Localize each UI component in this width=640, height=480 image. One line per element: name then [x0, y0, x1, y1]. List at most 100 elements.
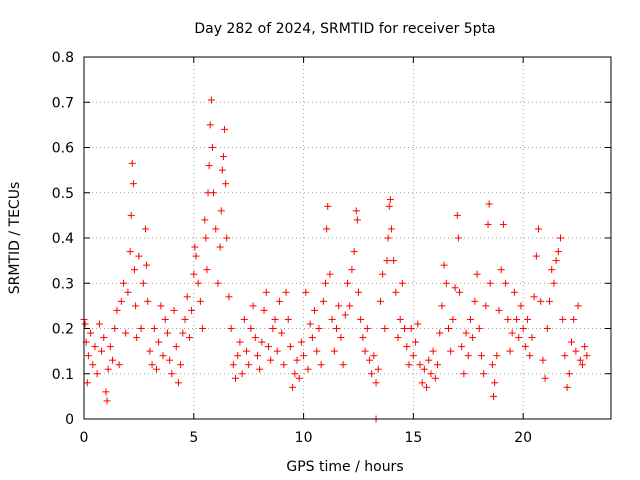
data-point: [313, 347, 321, 355]
data-point: [376, 297, 384, 305]
data-point: [350, 248, 358, 256]
data-point: [344, 279, 351, 287]
y-tick-label: 0.6: [52, 141, 74, 157]
data-point: [201, 216, 209, 224]
data-point: [161, 315, 169, 323]
data-point: [368, 370, 376, 378]
data-point: [148, 361, 156, 369]
data-point: [172, 343, 180, 351]
data-point: [458, 343, 466, 351]
data-point: [163, 329, 171, 337]
data-point: [372, 379, 380, 387]
data-point: [455, 288, 463, 296]
data-point: [141, 225, 149, 233]
data-point: [192, 252, 200, 260]
data-point: [166, 356, 174, 364]
data-point: [353, 216, 361, 224]
data-point: [91, 343, 99, 351]
data-point: [143, 261, 151, 269]
data-point: [315, 325, 323, 332]
data-point: [157, 302, 165, 310]
data-point: [302, 288, 310, 296]
data-point: [212, 225, 220, 233]
data-point: [493, 352, 501, 360]
data-point: [251, 334, 259, 342]
data-point: [98, 347, 106, 355]
data-point: [264, 343, 272, 351]
data-point: [537, 297, 545, 305]
data-point: [515, 334, 523, 342]
data-point: [196, 297, 204, 305]
data-point: [394, 334, 402, 342]
data-point: [440, 261, 448, 269]
data-point: [528, 334, 536, 342]
data-point: [222, 180, 230, 188]
data-point: [357, 315, 365, 323]
data-point: [225, 293, 233, 301]
data-point: [326, 270, 334, 278]
data-point: [469, 334, 477, 342]
data-point: [567, 338, 575, 346]
data-point: [282, 288, 290, 296]
data-point: [434, 361, 442, 369]
x-tick-labels: 0 5 10 15 20: [80, 430, 533, 446]
data-point: [581, 343, 589, 351]
data-point: [554, 248, 562, 256]
data-point: [354, 288, 362, 296]
data-point: [425, 356, 433, 364]
data-point: [93, 370, 101, 378]
data-point: [227, 325, 235, 332]
data-point: [128, 159, 136, 167]
data-point: [418, 379, 426, 387]
data-point: [113, 306, 121, 314]
data-point: [133, 334, 141, 342]
data-point: [150, 325, 158, 332]
data-point: [328, 315, 336, 323]
data-point: [559, 315, 567, 323]
data-point: [229, 361, 237, 369]
data-point: [202, 234, 210, 242]
data-point: [365, 356, 373, 364]
x-tick-label: 5: [189, 430, 198, 446]
data-point: [535, 225, 543, 233]
data-point: [83, 379, 91, 387]
data-point: [477, 352, 485, 360]
x-axis-label: GPS time / hours: [286, 459, 403, 475]
data-point: [117, 297, 125, 305]
data-point: [423, 383, 431, 391]
data-point: [460, 370, 468, 378]
data-point: [205, 162, 213, 170]
y-tick-label: 0.2: [52, 322, 74, 338]
data-point: [386, 196, 394, 204]
data-point: [144, 297, 152, 305]
data-point: [583, 352, 591, 360]
data-point: [374, 365, 382, 373]
data-point: [438, 302, 446, 310]
data-point: [242, 347, 250, 355]
data-point: [232, 374, 240, 382]
data-point: [401, 325, 409, 332]
data-point: [576, 356, 584, 364]
data-point: [490, 392, 498, 400]
data-point: [124, 288, 132, 296]
data-point: [155, 338, 163, 346]
data-point: [521, 343, 529, 351]
data-point: [103, 397, 111, 405]
data-point: [539, 356, 547, 364]
data-point: [256, 365, 264, 373]
data-point: [181, 315, 189, 323]
data-point: [109, 356, 117, 364]
data-point: [379, 270, 387, 278]
data-point: [199, 325, 207, 332]
data-point: [152, 365, 160, 373]
data-point: [319, 297, 327, 305]
data-point: [497, 266, 505, 274]
data-point: [484, 220, 492, 228]
data-point: [306, 320, 314, 328]
data-point: [572, 347, 580, 355]
data-point: [384, 234, 392, 242]
data-point: [131, 266, 139, 274]
data-point: [168, 370, 176, 378]
data-point: [390, 257, 398, 265]
